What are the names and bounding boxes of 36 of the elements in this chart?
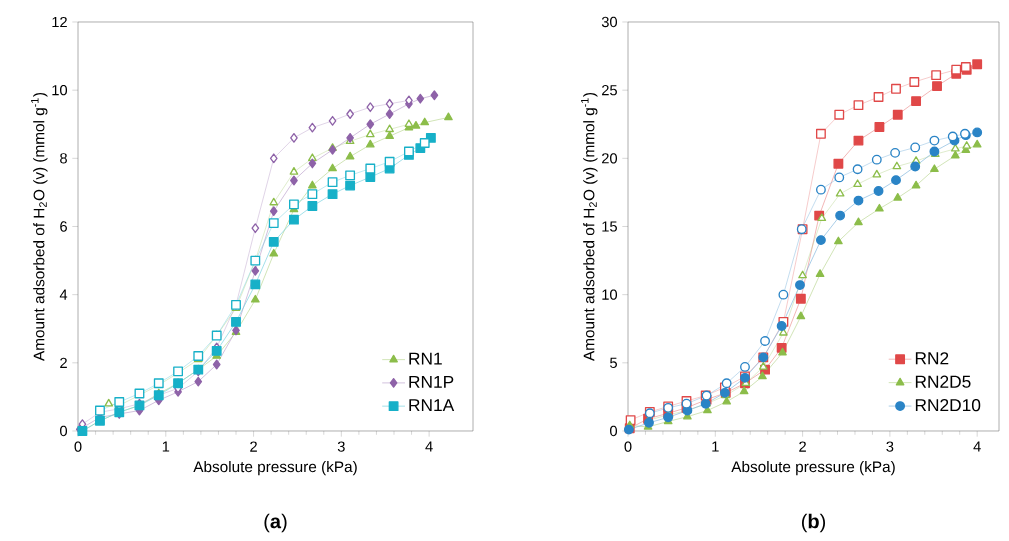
y-tick-label: 4 (59, 289, 68, 300)
legend-label: RN1 (409, 352, 442, 365)
text: (a) (264, 513, 287, 533)
legend-label: RN2D10 (915, 399, 981, 412)
legend-label: RN1P (409, 375, 454, 388)
x-tick-label: 4 (425, 441, 433, 452)
text: (b) (801, 513, 826, 533)
y-tick-label: 20 (602, 153, 618, 164)
x-tick-label: 0 (624, 441, 632, 452)
x-tick-label: 1 (162, 441, 170, 452)
y-tick-label: 10 (52, 84, 68, 96)
x-tick-label: 3 (337, 441, 345, 452)
y-tick-label: 6 (60, 221, 67, 232)
x-tick-label: 2 (250, 441, 257, 452)
y-tick-label: 30 (601, 16, 618, 28)
legend-label: RN1A (409, 399, 455, 412)
y-tick-label: 0 (610, 425, 618, 437)
x-tick-label: 2 (799, 441, 806, 452)
legend-label: RN2 (915, 352, 949, 365)
x-tick-label: 1 (712, 441, 719, 452)
x-tick-label: 4 (973, 441, 981, 452)
y-tick-label: 25 (602, 84, 617, 96)
x-axis-title: Absolute pressure (kPa) (731, 460, 895, 476)
y-tick-label: 0 (60, 425, 68, 437)
y-tick-label: 12 (52, 16, 67, 28)
legend-label: RN2D5 (915, 375, 971, 388)
y-tick-label: 15 (602, 221, 617, 232)
y-axis-title: Amount adsorbed of H$_{2}$O (v) (mmol g$^{-1}$) (581, 92, 598, 362)
x-tick-label: 3 (886, 441, 894, 452)
y-tick-label: 2 (60, 357, 67, 368)
x-tick-label: 0 (74, 441, 82, 452)
y-axis-title: Amount adsorbed of H$_{2}$O (v) (mmol g$^{-1}$) (31, 92, 48, 361)
y-tick-label: 10 (602, 289, 618, 300)
y-tick-label: 5 (610, 357, 617, 368)
x-axis-title: Absolute pressure (kPa) (193, 460, 357, 476)
y-tick-label: 8 (60, 153, 67, 164)
